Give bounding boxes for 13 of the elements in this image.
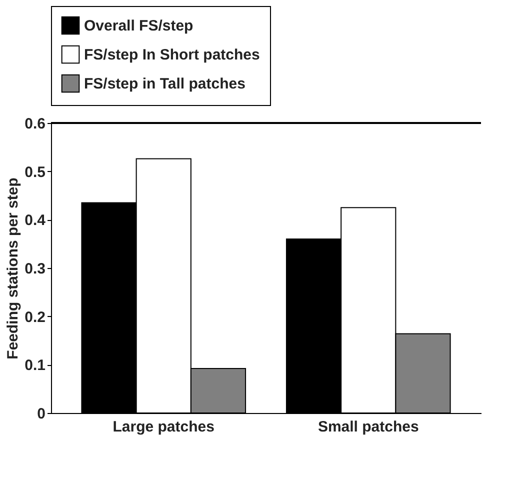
legend-label: FS/step In Short patches [84, 46, 260, 64]
y-tick-label: 0.1 [24, 357, 46, 374]
y-tick-label: 0.6 [24, 116, 46, 132]
y-tick-label: 0.5 [24, 164, 46, 181]
y-tick-label: 0.3 [24, 260, 46, 278]
y-tick-label: 0 [37, 406, 46, 422]
legend-label: Overall FS/step [84, 18, 194, 34]
y-tick-label: 0.2 [24, 308, 46, 326]
x-tick-label: Small patches [318, 418, 419, 436]
y-axis-title: Feeding stations per step [4, 178, 22, 360]
x-tick-label: Large patches [112, 418, 214, 436]
y-tick-label: 0.4 [24, 212, 46, 230]
legend-label: FS/step in Tall patches [84, 76, 246, 92]
